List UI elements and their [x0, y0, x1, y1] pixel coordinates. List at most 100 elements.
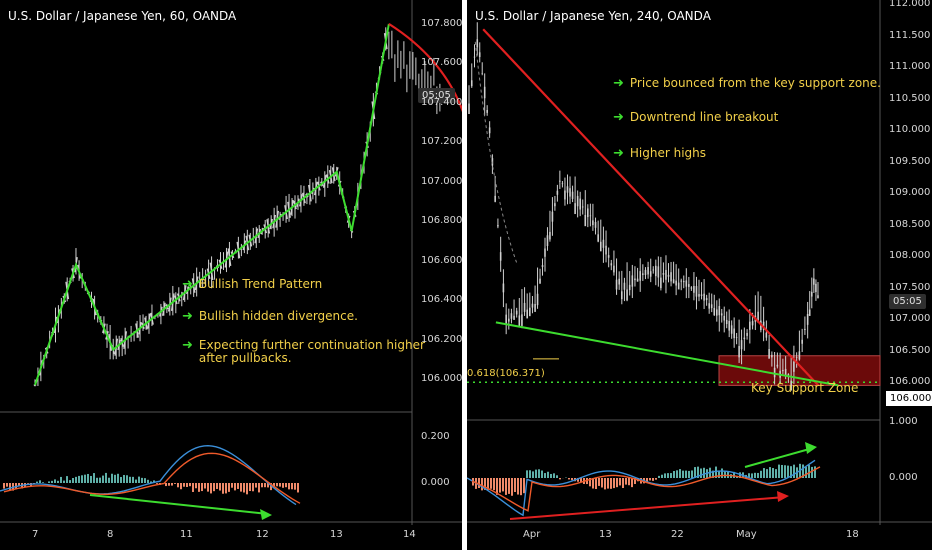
candle-body — [531, 303, 534, 308]
candle-body — [631, 275, 634, 287]
candle-body — [644, 269, 647, 276]
support-trend-line — [495, 321, 839, 387]
candle-body — [733, 328, 735, 339]
candle-body — [765, 332, 768, 338]
candle-body — [615, 279, 618, 290]
candle-body — [556, 190, 559, 195]
moving-average-line — [474, 41, 518, 263]
candle-body — [723, 315, 726, 321]
candle-body — [473, 56, 476, 58]
candle-body — [817, 295, 819, 299]
candle-body — [703, 293, 705, 301]
right-annotation-1: ➜ Price bounced from the key support zon… — [613, 76, 881, 91]
left-chart-svg — [0, 0, 462, 525]
candle-body — [518, 315, 521, 326]
candle-body — [623, 282, 626, 290]
candle-body — [813, 278, 815, 285]
y-tick-label: 109.000 — [889, 187, 931, 199]
candle-body — [634, 278, 636, 281]
candle-body — [693, 285, 695, 293]
candle-body — [597, 234, 599, 242]
candle-body — [690, 287, 693, 289]
candle-body — [738, 346, 740, 358]
candle-body — [523, 302, 526, 312]
candle-body — [718, 306, 721, 316]
candle-body — [626, 289, 628, 301]
candle-body — [526, 309, 528, 319]
candle-body — [574, 203, 576, 215]
candle-body — [628, 284, 631, 291]
candle-body — [579, 198, 581, 210]
x-tick-label: 11 — [180, 529, 193, 540]
candle-body — [685, 280, 688, 287]
y-tick-label: 110.000 — [889, 124, 931, 136]
candle-body — [751, 321, 754, 326]
candle-body — [544, 248, 546, 257]
right-arrow-icon: ➜ — [182, 277, 193, 292]
y-tick-label: 106.800 — [421, 215, 463, 227]
candle-body — [771, 354, 773, 358]
bullish-swing-line — [34, 23, 390, 386]
candle-body — [647, 267, 649, 275]
downtrend-line — [482, 28, 820, 387]
left-chart-panel: U.S. Dollar / Japanese Yen, 60, OANDA ➜ … — [0, 0, 462, 550]
candle-body — [757, 311, 759, 323]
candle-body — [554, 203, 556, 207]
y-tick-label: 111.000 — [889, 61, 931, 73]
candle-body — [642, 273, 644, 275]
candle-body — [680, 280, 683, 282]
candle-body — [773, 367, 776, 378]
candle-body — [657, 266, 660, 278]
candle-body — [486, 109, 488, 113]
y-tick-label: 110.500 — [889, 92, 931, 104]
candle-body — [713, 307, 716, 316]
signal-line — [3, 452, 301, 504]
candle-body — [581, 206, 584, 208]
candle-body — [793, 361, 795, 372]
candle-body — [566, 186, 569, 193]
x-tick-label: 13 — [599, 529, 612, 540]
candle-body — [476, 39, 479, 48]
candle-body — [546, 235, 549, 247]
support-zone-label: Key Support Zone — [751, 381, 859, 395]
x-tick-label: 22 — [671, 529, 684, 540]
x-tick-label: Apr — [523, 529, 541, 540]
osc-tick-label: 0.000 — [421, 477, 450, 488]
candle-body — [569, 188, 571, 197]
left-price-tag: 05:05 — [418, 88, 455, 103]
candle-body — [698, 294, 700, 297]
right-chart-title: U.S. Dollar / Japanese Yen, 240, OANDA — [475, 9, 711, 23]
candle-body — [639, 271, 642, 281]
candle-body — [564, 190, 566, 200]
candle-body — [551, 211, 554, 222]
y-tick-label: 106.500 — [889, 344, 931, 356]
candle-body — [710, 304, 713, 309]
osc-tick-label: 0.200 — [421, 431, 450, 442]
candle-body — [491, 158, 494, 166]
y-tick-label: 108.500 — [889, 218, 931, 230]
candle-body — [607, 255, 610, 258]
left-annotation-2: ➜ Bullish hidden divergence. — [182, 309, 358, 324]
key-support-zone — [718, 355, 881, 386]
candle-body — [505, 314, 507, 325]
candle-body — [610, 263, 613, 266]
y-tick-label: 107.000 — [421, 175, 463, 187]
candle-body — [782, 369, 784, 372]
macd-divergence-arrow-line — [509, 496, 786, 520]
candle-body — [559, 180, 561, 182]
support-price-tag: 106.000 — [886, 391, 932, 406]
higher-high-arrowhead — [805, 442, 817, 454]
y-tick-label: 107.200 — [421, 136, 463, 148]
macd-divergence-arrowhead — [777, 491, 789, 502]
higher-high-arrow-line — [744, 447, 814, 468]
candle-body — [725, 319, 728, 325]
candle-body — [468, 103, 470, 114]
candle-body — [497, 225, 499, 227]
candle-body — [494, 195, 496, 202]
pullback-projection-curve — [388, 22, 462, 113]
right-arrow-icon: ➜ — [613, 146, 624, 161]
candle-body — [700, 294, 703, 296]
candle-body — [708, 303, 710, 309]
macd-line — [0, 445, 297, 506]
candle-body — [621, 291, 623, 300]
